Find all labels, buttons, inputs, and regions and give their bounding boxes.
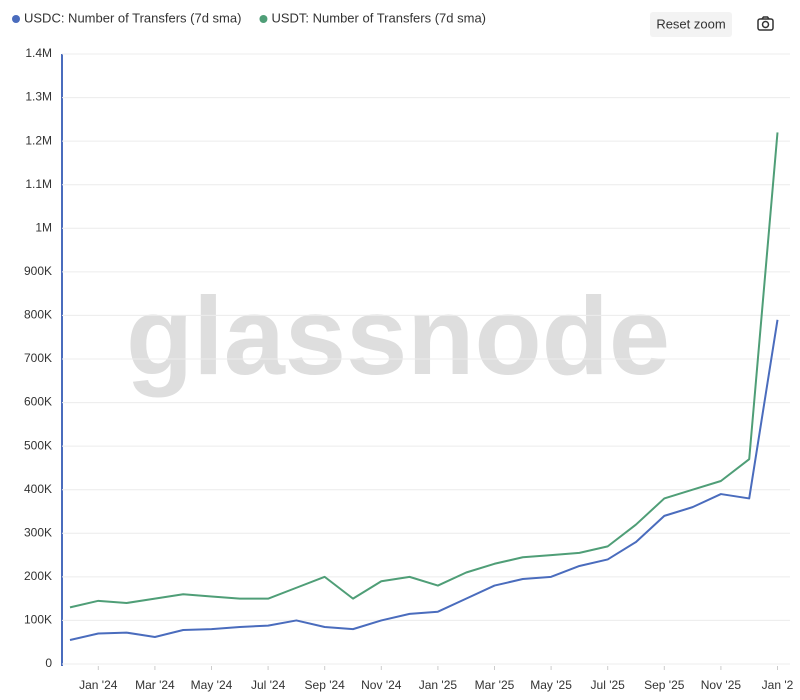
legend-label[interactable]: USDT: Number of Transfers (7d sma) bbox=[271, 10, 486, 25]
y-tick-label: 500K bbox=[24, 438, 52, 452]
y-tick-label: 1.3M bbox=[25, 90, 52, 104]
y-tick-label: 900K bbox=[24, 264, 52, 278]
x-tick-label: Mar '24 bbox=[135, 678, 175, 692]
watermark: glassnode bbox=[126, 275, 670, 398]
y-tick-label: 200K bbox=[24, 569, 52, 583]
x-tick-label: Nov '24 bbox=[361, 678, 402, 692]
y-tick-label: 400K bbox=[24, 482, 52, 496]
series-line bbox=[69, 132, 779, 609]
y-tick-label: 100K bbox=[24, 613, 52, 627]
x-tick-label: Jan '24 bbox=[79, 678, 118, 692]
legend-label[interactable]: USDC: Number of Transfers (7d sma) bbox=[24, 10, 241, 25]
x-tick-label: Jan '2 bbox=[762, 678, 794, 692]
x-tick-label: May '25 bbox=[530, 678, 572, 692]
y-tick-label: 800K bbox=[24, 308, 52, 322]
y-tick-label: 700K bbox=[24, 351, 52, 365]
y-tick-label: 600K bbox=[24, 395, 52, 409]
y-tick-label: 1.2M bbox=[25, 133, 52, 147]
legend-marker bbox=[12, 15, 20, 23]
y-tick-label: 1M bbox=[35, 220, 52, 234]
x-tick-label: Nov '25 bbox=[701, 678, 742, 692]
y-tick-label: 0 bbox=[45, 656, 52, 670]
reset-zoom-button[interactable] bbox=[650, 12, 732, 37]
y-tick-label: 1.1M bbox=[25, 177, 52, 191]
x-tick-label: Sep '25 bbox=[644, 678, 685, 692]
camera-icon[interactable] bbox=[757, 16, 774, 31]
y-tick-label: 300K bbox=[24, 525, 52, 539]
x-tick-label: Jul '24 bbox=[251, 678, 286, 692]
y-tick-label: 1.4M bbox=[25, 46, 52, 60]
x-tick-label: Mar '25 bbox=[475, 678, 515, 692]
x-tick-label: Sep '24 bbox=[305, 678, 346, 692]
x-tick-label: Jan '25 bbox=[419, 678, 458, 692]
legend-marker bbox=[259, 15, 268, 23]
reset-zoom-label[interactable]: Reset zoom bbox=[656, 16, 725, 31]
x-tick-label: Jul '25 bbox=[591, 678, 626, 692]
series-line bbox=[69, 319, 779, 642]
x-tick-label: May '24 bbox=[191, 678, 233, 692]
